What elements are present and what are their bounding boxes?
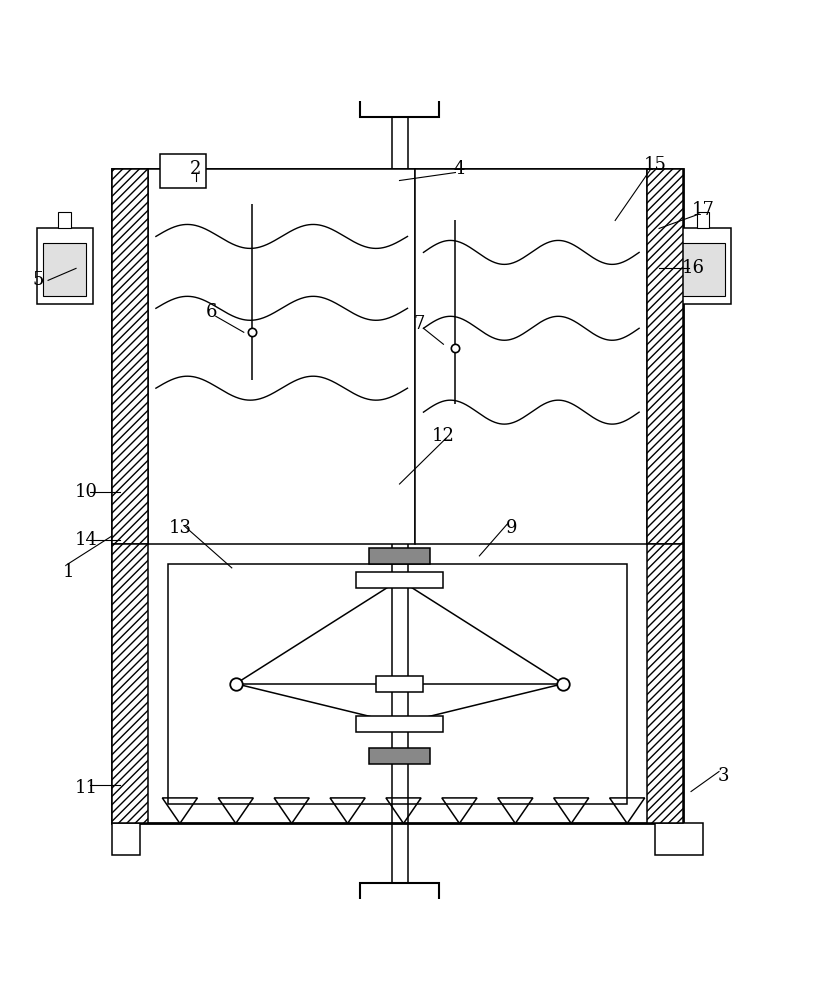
Text: 5: 5 [33, 271, 44, 289]
Text: 11: 11 [75, 779, 98, 797]
Bar [59, 212, 71, 228]
Text: 2: 2 [190, 160, 201, 178]
Bar [416, 169, 647, 544]
Bar [43, 243, 86, 296]
Bar [112, 823, 140, 855]
Text: 4: 4 [454, 160, 465, 178]
Bar [168, 564, 628, 804]
Bar [647, 544, 683, 823]
Text: 1: 1 [62, 563, 74, 581]
Bar [369, 748, 430, 764]
Text: 17: 17 [692, 201, 715, 219]
Bar [112, 544, 148, 823]
Text: 7: 7 [414, 315, 425, 333]
Bar [112, 169, 683, 823]
Bar [369, 548, 430, 564]
Bar [160, 154, 206, 188]
Bar [647, 169, 683, 544]
Bar [359, 78, 439, 117]
Bar [355, 572, 443, 588]
Bar [681, 243, 725, 296]
Bar [697, 212, 709, 228]
Text: 16: 16 [682, 259, 705, 277]
Text: 3: 3 [717, 767, 729, 785]
Text: 6: 6 [206, 303, 218, 321]
Bar [655, 823, 703, 855]
Text: 14: 14 [75, 531, 98, 549]
Bar [675, 228, 731, 304]
Text: 9: 9 [505, 519, 517, 537]
Bar [359, 883, 439, 922]
Text: 13: 13 [169, 519, 192, 537]
Bar [37, 228, 93, 304]
Text: 10: 10 [75, 483, 98, 501]
Bar [148, 169, 416, 544]
Bar [376, 676, 424, 692]
Text: 15: 15 [644, 156, 667, 174]
Bar [112, 169, 148, 544]
Text: 12: 12 [432, 427, 455, 445]
Bar [355, 716, 443, 732]
